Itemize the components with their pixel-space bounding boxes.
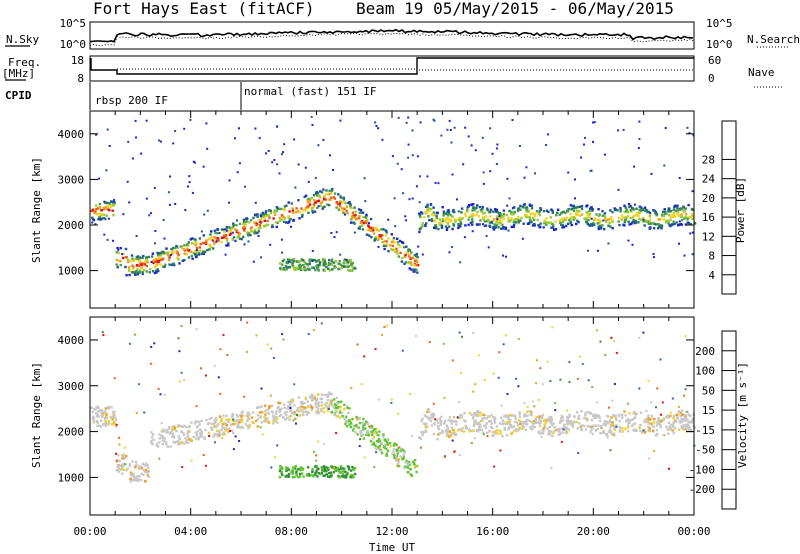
noise-right-label: N.Search (747, 33, 800, 46)
velocity-colorbar-label: Velocity [m s⁻¹] (736, 362, 749, 468)
colorbar-tick-label: 100 (695, 365, 715, 378)
freq-right-tick-bottom: 0 (708, 72, 715, 85)
cpid-segment-2: normal (fast) 151 IF (244, 85, 376, 98)
noise-panel-frame (89, 21, 695, 50)
colorbar-frame (721, 330, 737, 510)
y-tick-label: 3000 (58, 173, 85, 186)
power-panel-frame (89, 110, 695, 309)
colorbar-tick-label: -50 (695, 444, 715, 457)
y-tick-label: 4000 (58, 128, 85, 141)
velocity-data (90, 321, 696, 483)
y-tick-label: 4000 (58, 334, 85, 347)
colorbar-tick-label: 8 (708, 250, 715, 263)
cpid-label: CPID (5, 89, 32, 102)
power-y-label: Slant Range [km] (30, 157, 43, 263)
time-axis-label: Time UT (369, 541, 416, 554)
nave-label: Nave (748, 66, 775, 79)
freq-panel: Freq. [MHz] 18 8 60 0 Nave (2, 54, 782, 88)
cpid-segment-1: rbsp 200 IF (95, 94, 168, 107)
power-x-ticks (89, 111, 695, 308)
power-y-axis: 1000 2000 3000 4000 (58, 128, 694, 278)
power-data (90, 115, 697, 277)
colorbar-tick-label: 28 (702, 153, 715, 166)
colorbar-tick-label: 12 (702, 230, 715, 243)
freq-label-line1: Freq. (8, 56, 41, 69)
nave-line (117, 68, 694, 71)
cpid-strip: CPID rbsp 200 IF normal (fast) 151 IF (5, 82, 376, 110)
time-tick-label: 00:00 (73, 525, 106, 538)
velocity-panel-frame (89, 316, 695, 516)
colorbar-tick-label: 50 (702, 384, 715, 397)
colorbar-tick-label: -100 (689, 463, 716, 476)
noise-left-tick-bottom: 10^0 (60, 38, 87, 51)
colorbar-tick-label: 15 (702, 404, 715, 417)
y-tick-label: 2000 (58, 219, 85, 232)
colorbar-tick-label: 200 (695, 345, 715, 358)
y-tick-label: 2000 (58, 426, 85, 439)
noise-left-tick-top: 10^5 (60, 17, 87, 30)
colorbar-tick-label: 24 (702, 173, 716, 186)
y-tick-label: 3000 (58, 380, 85, 393)
colorbar-tick-label: 4 (708, 269, 715, 282)
velocity-x-ticks (89, 317, 695, 515)
time-tick-label: 04:00 (174, 525, 207, 538)
power-colorbar: 4 8 12 16 20 24 28 (702, 120, 737, 295)
freq-left-tick-bottom: 8 (77, 72, 84, 85)
power-panel: 1000 2000 3000 4000 Slant Range [km] 4 8 12 16… (30, 110, 747, 309)
freq-right-tick-top: 60 (708, 54, 721, 67)
y-tick-label: 1000 (58, 471, 85, 484)
freq-left-tick-top: 18 (71, 54, 84, 67)
time-axis: 00:00 04:00 08:00 12:00 16:00 20:00 00:00 (73, 525, 710, 538)
time-tick-label: 12:00 (375, 525, 408, 538)
colorbar-frame (721, 120, 737, 295)
power-colorbar-label: Power [dB] (734, 177, 747, 243)
noise-panel: N.Sky N.Search 10^5 10^0 10^5 10^0 (5, 17, 800, 51)
noise-search-line (89, 32, 694, 47)
time-tick-label: 20:00 (577, 525, 610, 538)
title-left: Fort Hays East (fitACF) (93, 0, 315, 18)
freq-label-line2: [MHz] (2, 67, 35, 80)
time-tick-label: 08:00 (275, 525, 308, 538)
noise-left-label: N.Sky (6, 33, 39, 46)
velocity-colorbar: 200 100 50 15 -15 -50 -100 -200 (689, 330, 737, 510)
noise-sky-line (89, 28, 694, 43)
colorbar-tick-label: 20 (702, 192, 715, 205)
title-right: Beam 19 05/May/2015 - 06/May/2015 (356, 0, 674, 18)
velocity-y-axis: 1000 2000 3000 4000 (58, 334, 694, 484)
noise-right-tick-bottom: 10^0 (706, 38, 733, 51)
colorbar-tick-label: -15 (695, 424, 715, 437)
noise-right-tick-top: 10^5 (706, 17, 733, 30)
colorbar-tick-label: 16 (702, 211, 715, 224)
freq-line (90, 57, 694, 75)
colorbar-tick-label: -200 (689, 483, 716, 496)
y-tick-label: 1000 (58, 265, 85, 278)
time-tick-label: 00:00 (677, 525, 710, 538)
time-tick-label: 16:00 (476, 525, 509, 538)
freq-panel-frame (89, 55, 695, 82)
velocity-y-label: Slant Range [km] (30, 362, 43, 468)
